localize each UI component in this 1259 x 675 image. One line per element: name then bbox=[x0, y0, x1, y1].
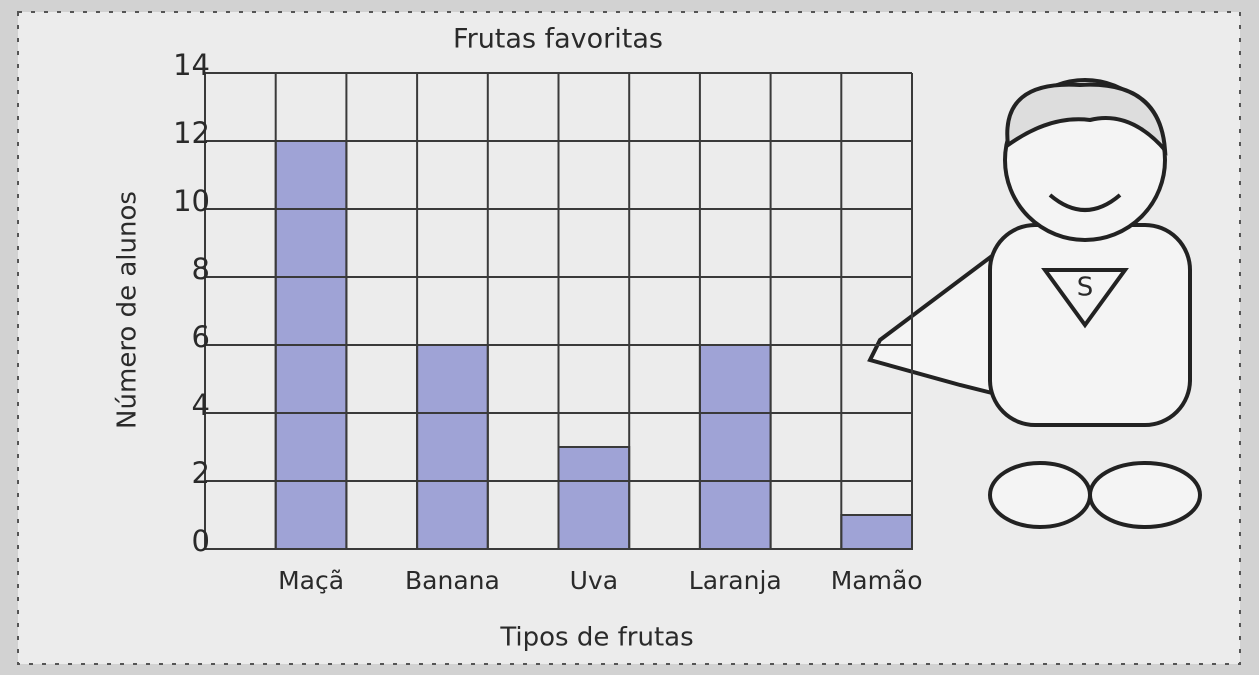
y-tick-label: 6 bbox=[192, 320, 210, 354]
y-tick-label: 0 bbox=[192, 524, 210, 558]
chart: Frutas favoritas Tipos de frutas Número … bbox=[0, 0, 1259, 675]
chart-title: Frutas favoritas bbox=[453, 24, 663, 55]
y-axis-label: Número de alunos bbox=[113, 191, 143, 429]
page: {"chart_data": {"type": "bar", "title": … bbox=[0, 0, 1259, 675]
y-tick-label: 10 bbox=[173, 184, 210, 218]
y-tick-label: 2 bbox=[192, 456, 210, 490]
bar bbox=[417, 345, 488, 549]
bar bbox=[559, 447, 630, 549]
left-boot bbox=[990, 463, 1090, 527]
right-boot bbox=[1090, 463, 1200, 527]
x-tick-label: Maçã bbox=[278, 566, 344, 595]
x-tick-label: Uva bbox=[570, 566, 618, 595]
x-axis-label: Tipos de frutas bbox=[499, 623, 693, 653]
y-tick-label: 8 bbox=[192, 252, 210, 286]
y-tick-label: 12 bbox=[173, 116, 210, 150]
y-tick-label: 14 bbox=[173, 48, 210, 82]
x-tick-label: Banana bbox=[405, 566, 500, 595]
x-tick-label: Laranja bbox=[689, 566, 782, 595]
emblem-letter: S bbox=[1077, 273, 1094, 303]
y-tick-label: 4 bbox=[192, 388, 210, 422]
bar bbox=[700, 345, 771, 549]
bar bbox=[841, 515, 912, 549]
body bbox=[990, 225, 1190, 425]
x-tick-label: Mamão bbox=[831, 566, 923, 595]
